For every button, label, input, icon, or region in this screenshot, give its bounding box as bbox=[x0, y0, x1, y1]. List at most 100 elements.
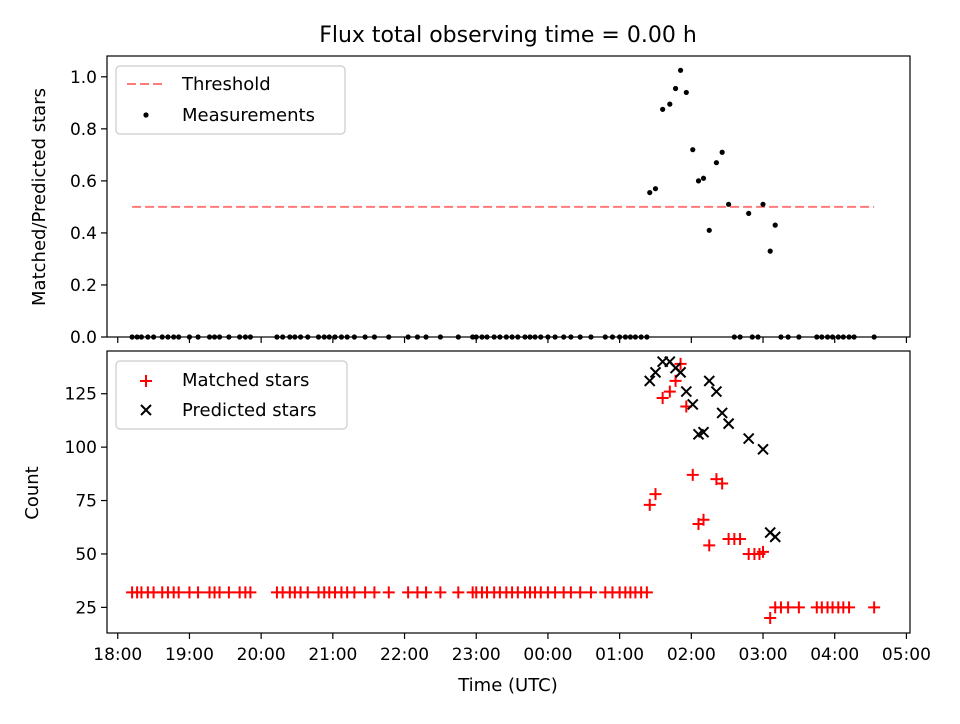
measurement-point bbox=[332, 334, 338, 340]
matched-star-point bbox=[222, 586, 235, 599]
measurement-point bbox=[211, 334, 218, 340]
measurement-point bbox=[470, 334, 476, 340]
measurement-point bbox=[242, 334, 248, 340]
matched-star-point bbox=[244, 586, 257, 599]
measurement-point bbox=[515, 334, 521, 340]
measurement-point bbox=[796, 334, 802, 340]
x-axis-label: Time (UTC) bbox=[457, 675, 558, 696]
matched-star-point bbox=[172, 586, 185, 599]
matched-star-point bbox=[716, 477, 729, 490]
measurement-point bbox=[851, 334, 857, 340]
matched-star-point bbox=[584, 586, 597, 599]
matched-star-point bbox=[686, 468, 699, 481]
measurement-point bbox=[695, 178, 702, 184]
predicted-star-point bbox=[722, 417, 735, 430]
measurement-point bbox=[503, 334, 509, 340]
measurement-point bbox=[484, 334, 490, 340]
matched-star-point bbox=[640, 586, 653, 599]
measurement-point bbox=[287, 334, 293, 340]
x-tick-label: 19:00 bbox=[165, 645, 214, 665]
matched-star-point bbox=[792, 601, 805, 614]
measurement-point bbox=[129, 334, 135, 340]
measurement-point bbox=[292, 334, 298, 340]
measurement-point bbox=[479, 334, 485, 340]
measurement-point bbox=[151, 334, 157, 340]
x-tick-label: 18:00 bbox=[93, 645, 142, 665]
measurement-point bbox=[423, 334, 429, 340]
measurement-point bbox=[602, 334, 608, 340]
measurement-point bbox=[216, 334, 223, 340]
top-ylabel: Matched/Predicted stars bbox=[29, 88, 50, 306]
predicted-star-point bbox=[757, 443, 769, 455]
measurement-point bbox=[305, 334, 311, 340]
matched-star-point bbox=[574, 586, 587, 599]
measurement-point bbox=[772, 222, 778, 228]
legend-predicted-swatch bbox=[140, 404, 152, 416]
measurement-point bbox=[690, 147, 696, 153]
measurement-point bbox=[552, 334, 558, 340]
matched-star-point bbox=[420, 586, 433, 599]
x-tick-label: 00:00 bbox=[523, 645, 572, 665]
x-tick-label: 20:00 bbox=[237, 645, 286, 665]
measurement-point bbox=[315, 334, 322, 340]
measurement-point bbox=[814, 334, 820, 340]
measurement-point bbox=[138, 334, 145, 340]
matched-star-point bbox=[703, 539, 716, 552]
x-tick-label: 23:00 bbox=[452, 645, 501, 665]
chart-title: Flux total observing time = 0.00 h bbox=[319, 23, 697, 48]
measurement-point bbox=[362, 334, 368, 340]
measurement-point bbox=[700, 175, 707, 181]
matched-star-point bbox=[382, 586, 395, 599]
matched-star-point bbox=[663, 385, 676, 398]
predicted-star-point bbox=[644, 375, 656, 387]
measurement-point bbox=[455, 334, 461, 340]
measurement-point bbox=[351, 334, 357, 340]
measurement-point bbox=[644, 334, 650, 340]
measurement-point bbox=[134, 334, 140, 340]
y-tick-label: 25 bbox=[75, 598, 97, 618]
matched-star-point bbox=[757, 545, 770, 558]
predicted-star-point bbox=[703, 375, 715, 387]
measurement-point bbox=[491, 334, 497, 340]
measurement-point bbox=[829, 334, 836, 340]
measurement-point bbox=[755, 334, 761, 340]
measurement-point bbox=[206, 334, 213, 340]
measurement-point bbox=[371, 334, 378, 340]
predicted-star-point bbox=[649, 366, 662, 379]
measurement-point bbox=[545, 334, 551, 340]
measurement-point bbox=[226, 334, 232, 340]
y-tick-label: 0.8 bbox=[70, 120, 97, 140]
measurement-point bbox=[145, 334, 151, 340]
measurement-point bbox=[785, 334, 791, 340]
measurement-point bbox=[165, 334, 171, 340]
y-tick-label: 0.2 bbox=[70, 276, 97, 296]
measurement-point bbox=[186, 334, 193, 340]
matched-star-point bbox=[734, 533, 747, 545]
legend-threshold-label: Threshold bbox=[181, 74, 271, 95]
matched-star-point bbox=[656, 392, 669, 404]
x-tick-label: 21:00 bbox=[308, 645, 357, 665]
matched-star-point bbox=[764, 612, 777, 625]
measurement-point bbox=[297, 334, 304, 340]
top-panel: 0.0 0.2 0.4 0.6 0.8 1.0 bbox=[70, 55, 911, 348]
measurement-point bbox=[338, 334, 345, 340]
measurement-point bbox=[647, 189, 653, 196]
bottom-legend: Matched stars Predicted stars bbox=[115, 360, 348, 430]
legend-matched-label: Matched stars bbox=[182, 370, 309, 391]
top-legend: Threshold Measurements bbox=[115, 65, 346, 135]
predicted-star-point bbox=[697, 426, 710, 438]
measurement-point bbox=[176, 334, 182, 340]
measurement-point bbox=[672, 85, 679, 92]
measurement-point bbox=[632, 334, 639, 340]
measurement-point bbox=[746, 210, 752, 217]
predicted-star-point bbox=[716, 407, 728, 419]
legend-matched-swatch bbox=[140, 375, 152, 387]
measurement-point bbox=[532, 334, 538, 340]
predicted-star-point bbox=[710, 385, 723, 398]
measurement-point bbox=[195, 334, 201, 340]
legend-predicted-label: Predicted stars bbox=[182, 400, 316, 421]
measurement-point bbox=[568, 334, 574, 340]
measurement-point bbox=[760, 201, 766, 207]
measurement-point bbox=[274, 334, 280, 340]
